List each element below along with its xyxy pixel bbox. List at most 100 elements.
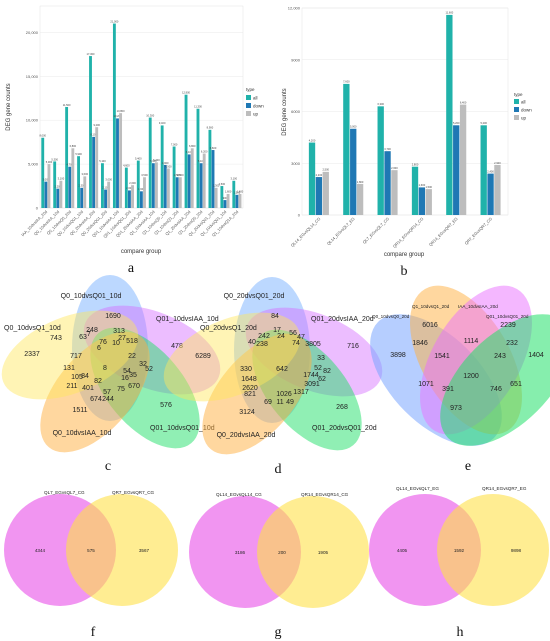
data-label: 2,300 xyxy=(213,184,220,188)
bar-all xyxy=(89,56,92,209)
legend-title-b: type xyxy=(514,92,523,97)
bar-down xyxy=(175,177,179,208)
bar-down xyxy=(163,164,167,208)
bar-down xyxy=(187,154,191,208)
venn-d-value: 2620 xyxy=(242,385,258,392)
data-label: 3,600 xyxy=(82,172,89,176)
data-label: 5,200 xyxy=(480,121,487,125)
bar-all xyxy=(411,166,419,215)
data-label: 2,300 xyxy=(78,184,85,188)
legend-label-all-b: all xyxy=(521,100,526,105)
bar-down xyxy=(68,166,72,208)
data-label: 1,600 xyxy=(225,190,232,194)
venn-diagram-h: QL14_EGvsQL7_EG QR14_EGvsQR7_EG 4405 159… xyxy=(369,486,549,640)
bar-all xyxy=(220,186,224,208)
venn-f-value: 4344 xyxy=(35,548,46,553)
data-label: 2,600 xyxy=(391,166,398,170)
y-tick-label: 3000 xyxy=(291,161,301,166)
bar-all xyxy=(112,23,116,209)
data-label: 5,100 xyxy=(198,159,205,163)
legend-swatch-all-b xyxy=(514,99,519,104)
venn-c-value: 57 xyxy=(103,389,111,396)
data-label: 2,200 xyxy=(55,184,62,188)
venn-e-value: 391 xyxy=(442,386,454,393)
data-label: 1,900 xyxy=(138,187,145,191)
data-label: 3,700 xyxy=(384,147,391,151)
venn-d-value: 6289 xyxy=(195,353,211,360)
venn-c-value: 8 xyxy=(103,365,107,372)
venn-c-value: 211 xyxy=(66,383,77,390)
legend-a: type all down up xyxy=(246,87,264,117)
bar-down xyxy=(56,188,60,208)
data-label: 5,300 xyxy=(51,157,58,161)
data-label: 2,200 xyxy=(316,173,323,177)
venn-c-value: 22 xyxy=(128,353,136,360)
venn-d-label-4: Q0_20dvsIAA_20d xyxy=(217,432,276,439)
bar-all xyxy=(136,160,140,208)
bar-down xyxy=(151,163,155,208)
bar-all xyxy=(65,107,69,208)
legend-swatch-all-a xyxy=(246,95,251,100)
x-axis-label-a: compare group xyxy=(121,249,162,255)
bar-up xyxy=(71,148,75,208)
venn-h-value: 4405 xyxy=(397,548,408,553)
venn-d-value: 242 xyxy=(258,333,270,340)
venn-diagram-d: Q0_20dvsQ01_20d Q01_20dvsIAA_20d Q01_20d… xyxy=(163,277,383,477)
venn-d-label-1: Q0_20dvsQ01_20d xyxy=(224,293,285,300)
venn-c-value: 27 xyxy=(118,335,126,342)
venn-c-value: 478 xyxy=(171,343,183,350)
bar-down xyxy=(223,200,227,208)
bar-up xyxy=(238,193,242,208)
bar-all xyxy=(196,108,200,208)
bar-up xyxy=(459,104,467,215)
bar-down xyxy=(80,187,84,208)
bar-all xyxy=(77,156,80,208)
data-label: 1,800 xyxy=(357,180,364,184)
venn-c-value: 518 xyxy=(126,338,138,345)
bar-down xyxy=(384,151,391,215)
venn-d-label-5: Q0_20dvsQ1_20d xyxy=(200,325,257,332)
venn-h-set-yellow xyxy=(437,494,549,606)
bar-down xyxy=(92,136,96,208)
y-tick-label: 6000 xyxy=(291,109,301,114)
venn-c-value: 2337 xyxy=(24,351,40,358)
bar-all xyxy=(343,83,350,216)
data-label: 4,700 xyxy=(66,163,73,167)
bar-up xyxy=(202,153,206,208)
venn-e-value: 973 xyxy=(450,405,462,412)
bar-down xyxy=(418,187,426,215)
venn-d-value: 716 xyxy=(347,343,359,350)
bar-down xyxy=(44,181,48,208)
venn-c-label-3: Q01_10dvsQ01_10d xyxy=(150,425,215,432)
venn-d-value: 82 xyxy=(323,368,331,375)
venn-diagram-c: Q0_10dvsQ01_10d Q01_10dvsIAA_10d Q01_10d… xyxy=(1,275,221,474)
data-label: 2,900 xyxy=(494,161,501,165)
venn-e-value: 2239 xyxy=(500,322,516,329)
bar-up xyxy=(425,189,432,215)
legend-swatch-up-b xyxy=(514,115,519,120)
bar-all xyxy=(308,142,316,215)
venn-e-value: 1200 xyxy=(463,373,479,380)
data-label: 6,300 xyxy=(377,102,384,106)
data-label: 3,500 xyxy=(174,173,181,177)
bar-all xyxy=(377,106,384,215)
data-label: 6,400 xyxy=(460,100,467,104)
legend-swatch-down-a xyxy=(246,103,251,108)
venn-c-value: 75 xyxy=(117,386,125,393)
x-ticks-a: IAA_10dvsIAA_20dQ0_10dvsIAA_10dQ0_10dvsQ… xyxy=(20,209,239,239)
bar-down xyxy=(350,128,357,215)
legend-b: type all down up xyxy=(514,92,532,121)
data-label: 3,000 xyxy=(43,177,50,181)
bar-up xyxy=(143,177,146,208)
venn-d-value: 3091 xyxy=(304,381,320,388)
data-label: 4,600 xyxy=(123,163,130,167)
data-label: 17,300 xyxy=(87,52,95,56)
data-label: 10,300 xyxy=(146,113,154,117)
bar-down xyxy=(211,150,215,208)
bar-down xyxy=(315,177,323,215)
data-label: 7,000 xyxy=(171,142,178,146)
bar-all xyxy=(208,129,212,208)
data-label: 10,200 xyxy=(114,114,122,118)
